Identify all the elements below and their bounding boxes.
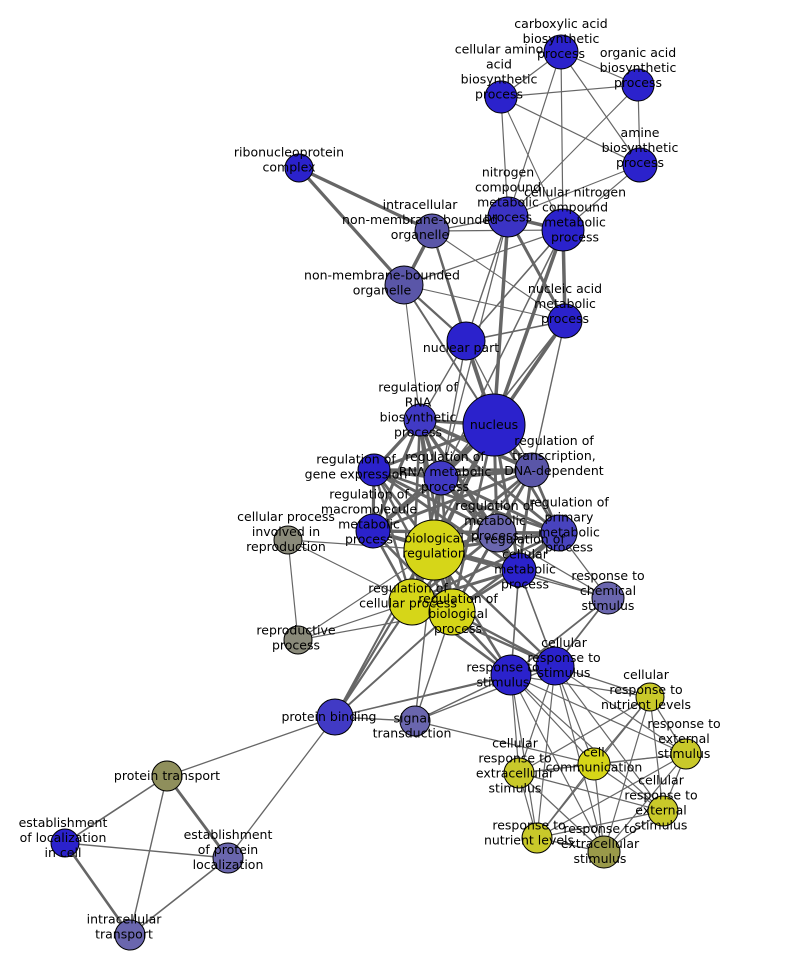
graph-edge [403, 229, 564, 286]
graph-edge [166, 716, 336, 777]
graph-edge [560, 51, 641, 166]
graph-node-amine_biosynthetic_process[interactable] [622, 147, 658, 183]
graph-node-regulation_of_transcription_dna_dependent[interactable] [514, 452, 550, 488]
graph-edge [465, 216, 509, 342]
graph-edge [372, 468, 561, 535]
graph-node-nuclear_part[interactable] [446, 321, 486, 361]
graph-edge [531, 320, 566, 471]
graph-node-non_membrane_bounded_organelle[interactable] [384, 265, 424, 305]
graph-edge [518, 696, 651, 774]
graph-edge [554, 665, 664, 812]
graph-edge [403, 284, 421, 421]
graph-edge [510, 674, 664, 812]
graph-node-establishment_of_protein_localization[interactable] [212, 842, 244, 874]
graph-edge [418, 418, 561, 535]
graph-node-carboxylic_acid_biosynthetic_process[interactable] [543, 34, 579, 70]
graph-node-cellular_process_involved_in_reproduction[interactable] [273, 525, 303, 555]
graph-edge [536, 753, 687, 839]
graph-edge [287, 539, 299, 641]
graph-edge [649, 696, 664, 812]
graph-edge [403, 284, 566, 322]
graph-node-protein_transport[interactable] [151, 760, 183, 792]
graph-node-response_to_external_stimulus[interactable] [670, 738, 702, 770]
graph-edge [510, 674, 651, 698]
graph-edge [518, 772, 605, 853]
graph-node-ribonucleoprotein_complex[interactable] [284, 153, 314, 183]
graph-edge [560, 51, 564, 231]
graph-edge [64, 842, 229, 859]
graph-edge [410, 531, 561, 604]
graph-edge [165, 774, 230, 860]
graph-edge [431, 230, 566, 322]
edges-layer [63, 51, 687, 937]
graph-node-establishment_of_localization_in_cell[interactable] [50, 828, 80, 858]
graph-node-cellular_response_to_external_stimulus[interactable] [647, 795, 679, 827]
graph-node-regulation_of_biological_process[interactable] [428, 588, 476, 636]
graph-node-cellular_nitrogen_compound_metabolic_process[interactable] [541, 208, 585, 252]
nodes-layer[interactable] [50, 34, 702, 951]
graph-edge [510, 597, 609, 676]
graph-node-cellular_response_to_extracellular_stimulus[interactable] [503, 757, 535, 789]
graph-edge [334, 611, 453, 718]
graph-node-cell_communication[interactable] [577, 747, 611, 781]
graph-node-regulation_of_rna_metabolic_process[interactable] [423, 460, 459, 496]
graph-node-nucleic_acid_metabolic_process[interactable] [547, 303, 583, 339]
graph-edge [64, 775, 168, 844]
graph-edge [227, 716, 336, 859]
graph-edge [510, 674, 605, 853]
graph-node-intracellular_transport[interactable] [114, 919, 146, 951]
graph-node-organic_acid_biosynthetic_process[interactable] [621, 68, 655, 102]
graph-edge [500, 96, 564, 231]
graph-edge [510, 674, 687, 755]
graph-node-response_to_nutrient_levels[interactable] [521, 822, 553, 854]
graph-node-reproductive_process[interactable] [283, 625, 313, 655]
graph-node-biological_regulation[interactable] [403, 519, 465, 581]
graph-node-cellular_amino_acid_biosynthetic_process[interactable] [484, 80, 518, 114]
graph-node-protein_binding[interactable] [316, 698, 354, 736]
graph-node-regulation_of_cellular_metabolic_process[interactable] [501, 552, 537, 588]
graph-node-nucleus[interactable] [462, 393, 526, 457]
graph-node-regulation_of_metabolic_process[interactable] [477, 513, 517, 553]
graph-edge [297, 166, 406, 287]
graph-edge [492, 228, 565, 427]
graph-edge [414, 720, 595, 765]
graph-edge [554, 665, 687, 755]
graph-edge [371, 418, 422, 533]
graph-node-response_to_extracellular_stimulus[interactable] [587, 835, 621, 869]
graph-node-nitrogen_compound_metabolic_process[interactable] [487, 196, 529, 238]
graph-edge [465, 229, 564, 342]
graph-node-regulation_of_primary_metabolic_process[interactable] [540, 514, 578, 552]
graph-edge [372, 468, 521, 572]
graph-edge [507, 84, 639, 218]
graph-edge [603, 696, 651, 853]
graph-node-response_to_stimulus[interactable] [490, 654, 532, 696]
graph-edge [333, 548, 436, 719]
graph-edge [536, 810, 664, 839]
graph-node-regulation_of_gene_expression[interactable] [357, 453, 391, 487]
graph-node-regulation_of_macromolecule_metabolic_process[interactable] [355, 513, 391, 549]
graph-edge [492, 215, 510, 427]
graph-edge [518, 772, 664, 812]
graph-node-signal_transduction[interactable] [399, 705, 431, 737]
graph-node-cellular_response_to_stimulus[interactable] [535, 646, 575, 686]
graph-node-regulation_of_cellular_process[interactable] [388, 578, 436, 626]
graph-node-response_to_chemical_stimulus[interactable] [591, 581, 625, 615]
graph-edge [507, 51, 562, 218]
graph-edge [129, 775, 168, 936]
graph-node-regulation_of_rna_biosynthetic_process[interactable] [403, 403, 437, 437]
graph-edge [500, 84, 639, 98]
graph-edge [496, 532, 609, 599]
graph-edge [507, 164, 641, 218]
graph-edge [603, 753, 687, 853]
graph-edge [297, 166, 434, 233]
graph-edge [414, 665, 556, 722]
graph-edge [372, 468, 499, 535]
graph-edge [63, 841, 132, 937]
graph-edge [129, 857, 229, 936]
graph-edge [500, 96, 641, 166]
graph-node-cellular_response_to_nutrient_levels[interactable] [635, 682, 665, 712]
graph-node-intracellular_non_membrane_bounded_organelle[interactable] [414, 213, 450, 249]
